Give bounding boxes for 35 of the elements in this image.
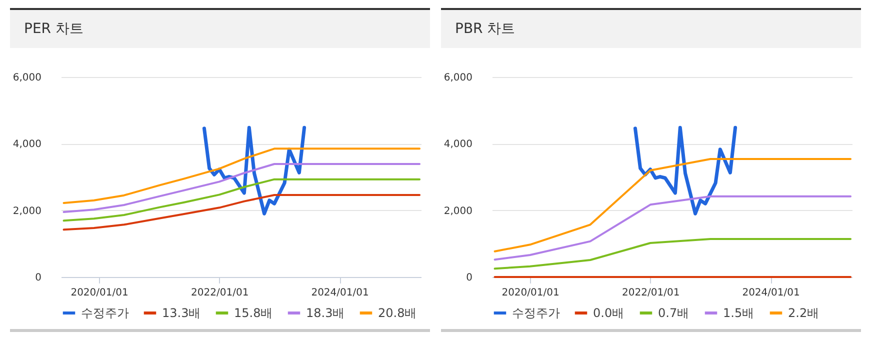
line-series: [62, 194, 421, 231]
x-tick-label: 2020/01/01: [70, 288, 128, 298]
line-series: [633, 126, 738, 216]
y-tick-label: 4,000: [444, 139, 472, 150]
chart-title: PBR 차트: [441, 8, 861, 48]
legend-label: 1.5배: [723, 306, 754, 320]
y-tick-label: 0: [35, 272, 42, 284]
legend-label: 0.7배: [658, 306, 690, 320]
line-series: [62, 178, 421, 222]
legend-label: 수정주가: [81, 306, 129, 320]
line-series: [62, 163, 421, 213]
legend-label: 18.3배: [306, 306, 345, 320]
x-tick-label: 2020/01/01: [502, 288, 560, 298]
y-tick-label: 2,000: [12, 206, 42, 217]
line-series: [62, 148, 421, 204]
y-tick-label: 4,000: [12, 139, 42, 150]
line-series: [494, 238, 852, 270]
line-series: [494, 195, 852, 261]
y-tick-label: 6,000: [12, 72, 42, 84]
y-tick-label: 6,000: [444, 72, 472, 84]
legend-label: 15.8배: [234, 306, 273, 320]
chart-title: PER 차트: [10, 8, 430, 48]
y-tick-label: 2,000: [444, 206, 472, 217]
line-series: [202, 126, 306, 216]
legend-label: 수정주가: [512, 306, 560, 320]
legend-label: 20.8배: [378, 306, 417, 320]
legend-label: 13.3배: [162, 306, 201, 320]
y-tick-label: 0: [466, 272, 472, 284]
x-tick-label: 2024/01/01: [311, 288, 369, 298]
line-series: [494, 158, 852, 252]
x-tick-label: 2024/01/01: [742, 288, 800, 298]
legend-label: 2.2배: [788, 306, 820, 320]
legend-label: 0.0배: [593, 306, 624, 320]
x-tick-label: 2022/01/01: [622, 288, 680, 298]
x-tick-label: 2022/01/01: [191, 288, 249, 298]
